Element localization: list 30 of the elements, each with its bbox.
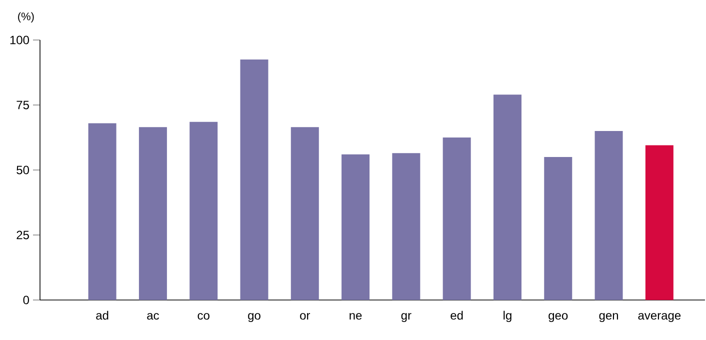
x-tick-label: or: [300, 313, 310, 320]
x-tick-label: gr: [401, 313, 412, 322]
bar: [290, 127, 319, 300]
y-axis-title: (%): [18, 12, 34, 22]
x-tick-label: average: [638, 313, 681, 322]
bar: [645, 145, 674, 300]
x-tick-label: ed: [450, 310, 463, 320]
x-tick-label: geo: [548, 313, 568, 322]
x-tick-label: lg: [504, 310, 512, 322]
bar: [190, 122, 218, 300]
bar: [342, 154, 370, 300]
y-tick-label: 50: [16, 166, 30, 174]
y-tick-label: 0: [23, 296, 30, 304]
y-tick-label: 75: [16, 100, 29, 110]
bar: [138, 127, 167, 300]
x-tick-label: co: [198, 313, 210, 320]
bar: [88, 123, 116, 300]
x-tick-label: gen: [599, 313, 618, 322]
x-tick-label: go: [248, 313, 260, 322]
bar: [544, 157, 572, 300]
bar: [442, 138, 471, 300]
bar: [392, 153, 420, 300]
x-tick-label: ne: [350, 313, 362, 320]
bar: [240, 59, 268, 300]
x-tick-label: ac: [147, 313, 159, 320]
bar: [493, 94, 522, 300]
y-tick-label: 100: [10, 36, 30, 44]
y-tick-label: 25: [16, 230, 29, 240]
x-tick-label: ad: [96, 310, 108, 320]
bar: [594, 131, 623, 300]
